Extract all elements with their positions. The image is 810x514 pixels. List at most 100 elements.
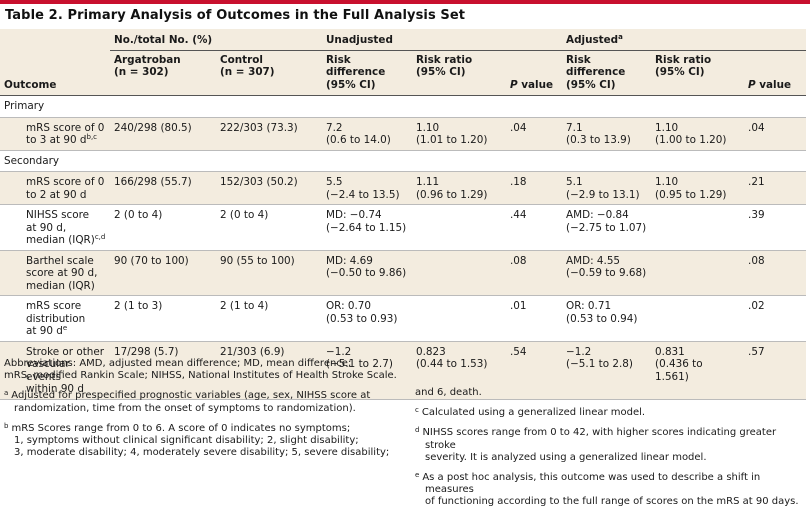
cell-unadj-p-value: .44 xyxy=(506,204,563,251)
footnote-abbreviations-line1: Abbreviations: AMD, adjusted mean differ… xyxy=(4,358,352,369)
header-row-columns: Outcome Argatroban (n = 302) Control (n = … xyxy=(0,50,807,96)
outcome-line: to 2 at 90 d xyxy=(26,188,87,201)
header-unadj-risk-ratio: Risk ratio (95% CI) xyxy=(412,50,506,96)
cell-argatroban: 240/298 (80.5) xyxy=(110,117,216,151)
outcomes-table: No./total No. (%) Unadjusted Adjusteda O… xyxy=(0,29,807,400)
header-adj-p-rest: value xyxy=(755,78,792,91)
unadj-rd-estimate: −1.2 xyxy=(326,345,352,358)
adj-rd-estimate: OR: 0.71 xyxy=(566,300,612,312)
section-label-primary: Primary xyxy=(0,95,807,118)
cell-adj-risk-ratio: 0.831 (0.436 to 1.561) xyxy=(651,341,745,400)
header-adj-risk-ratio: Risk ratio (95% CI) xyxy=(651,50,745,96)
adj-rd-estimate: 5.1 xyxy=(566,176,583,188)
unadj-rd-ci: (0.53 to 0.93) xyxy=(326,312,398,325)
adj-rd-ci: (0.3 to 13.9) xyxy=(566,134,631,146)
footnote-a-label: a xyxy=(4,389,9,398)
cell-adj-risk-ratio xyxy=(651,204,745,251)
header-unadj-risk-difference: Risk difference (95% CI) xyxy=(322,50,412,96)
cell-unadj-risk-ratio xyxy=(412,295,506,342)
outcome-line: Barthel scale xyxy=(26,254,94,267)
footnote-e-line2: of functioning according to the full ran… xyxy=(425,496,799,508)
footnote-b-line1: mRS Scores range from 0 to 6. A score of… xyxy=(11,422,351,434)
section-label-secondary: Secondary xyxy=(0,150,807,172)
cell-outcome: mRS score of 0 to 3 at 90 db,c xyxy=(0,117,110,151)
cell-control: 90 (55 to 100) xyxy=(216,250,322,296)
table-container: No./total No. (%) Unadjusted Adjusteda O… xyxy=(0,29,810,400)
header-unadj-rd-line2: (95% CI) xyxy=(326,78,376,91)
adj-rd-estimate: AMD: 4.55 xyxy=(566,254,621,267)
table-row: Stroke or other vascular events within 90 … xyxy=(0,341,807,400)
footnote-a: a Adjusted for prespecified prognostic va… xyxy=(4,387,399,414)
footnote-b: b mRS Scores range from 0 to 6. A score o… xyxy=(4,420,399,460)
outcome-line: NIHSS score xyxy=(26,209,90,221)
outcome-line: mRS score of 0 xyxy=(26,176,105,188)
outcome-line-text: at 90 d xyxy=(26,325,63,337)
unadj-rd-estimate: MD: −0.74 xyxy=(326,209,382,221)
unadj-rd-estimate: OR: 0.70 xyxy=(326,300,372,312)
outcome-line: within 90 d xyxy=(26,383,84,395)
cell-adj-p-value: .04 xyxy=(744,117,807,151)
cell-adj-p-value: .39 xyxy=(744,204,807,251)
cell-adj-risk-difference: AMD: −0.84 (−2.75 to 1.07) xyxy=(562,204,652,251)
cell-control: 21/303 (6.9) xyxy=(216,341,322,400)
cell-adj-risk-difference: 5.1 (−2.9 to 13.1) xyxy=(562,171,652,205)
cell-unadj-p-value: .18 xyxy=(506,171,563,205)
unadj-rd-estimate: 7.2 xyxy=(326,121,343,134)
cell-unadj-p-value: .08 xyxy=(506,250,563,296)
table-row: Barthel scale score at 90 d, median (IQR) 9… xyxy=(0,250,807,296)
cell-unadj-risk-ratio xyxy=(412,250,506,296)
adj-rr-estimate: 0.831 xyxy=(655,345,685,358)
outcome-line: mRS score of 0 xyxy=(26,121,105,134)
outcome-footnote-marker: b,c xyxy=(86,133,98,141)
footnote-d-line1: NIHSS scores range from 0 to 42, with hi… xyxy=(422,427,777,451)
cell-adj-risk-difference: AMD: 4.55 (−0.59 to 9.68) xyxy=(562,250,652,296)
unadj-rd-ci: (−2.64 to 1.15) xyxy=(326,221,407,234)
outcome-line: to 3 at 90 db,c xyxy=(26,134,106,147)
accent-bar xyxy=(0,0,810,4)
cell-argatroban: 2 (0 to 4) xyxy=(110,204,216,251)
cell-adj-p-value: .21 xyxy=(744,171,807,205)
unadj-rd-estimate: MD: 4.69 xyxy=(326,254,373,267)
outcome-line: vascular events xyxy=(26,358,70,383)
adj-rd-ci: (−2.75 to 1.07) xyxy=(566,221,647,234)
adj-rr-estimate: 1.10 xyxy=(655,176,679,188)
cell-unadj-risk-difference: −1.2 (−5.1 to 2.7) xyxy=(322,341,412,400)
header-group-unadjusted: Unadjusted xyxy=(322,29,563,51)
cell-control: 2 (1 to 4) xyxy=(216,295,322,342)
adj-rd-ci: (−5.1 to 2.8) xyxy=(566,358,633,370)
unadj-rd-ci: (−5.1 to 2.7) xyxy=(326,358,393,370)
header-group-adjusted-sup: a xyxy=(618,33,623,41)
footnote-b-continued: and 6, death. xyxy=(415,387,482,398)
header-argatroban-line2: (n = 302) xyxy=(114,66,169,78)
unadj-rr-ci: (1.01 to 1.20) xyxy=(416,134,488,146)
footnotes: Abbreviations: AMD, adjusted mean differ… xyxy=(0,358,810,507)
cell-unadj-risk-difference: OR: 0.70 (0.53 to 0.93) xyxy=(322,295,412,342)
header-adj-rr-line2: (95% CI) xyxy=(655,66,705,78)
cell-outcome: Barthel scale score at 90 d, median (IQR) xyxy=(0,250,110,296)
cell-control: 222/303 (73.3) xyxy=(216,117,322,151)
footnote-c: c Calculated using a generalized linear m… xyxy=(415,404,807,419)
table-row: mRS score distribution at 90 de 2 (1 to 3) 2… xyxy=(0,295,807,342)
header-outcome: Outcome xyxy=(0,50,110,96)
outcome-line: mRS score xyxy=(26,300,82,312)
cell-outcome: mRS score of 0 to 2 at 90 d xyxy=(0,171,110,205)
table-row: mRS score of 0 to 3 at 90 db,c 240/298 (80… xyxy=(0,117,807,151)
header-unadj-rr-line2: (95% CI) xyxy=(416,66,466,78)
table-body: Primary mRS score of 0 to 3 at 90 db,c 240… xyxy=(0,95,807,400)
adj-rr-ci-cont: 1.561) xyxy=(655,370,689,383)
footnote-e-label: e xyxy=(415,471,420,480)
outcome-line: at 90 d, xyxy=(26,221,67,234)
header-adj-rd-line2: (95% CI) xyxy=(566,78,616,91)
adj-rd-estimate: 7.1 xyxy=(566,121,583,134)
outcome-line: at 90 de xyxy=(26,325,106,338)
cell-adj-p-value: .08 xyxy=(744,250,807,296)
header-unadj-p-value: P value xyxy=(506,50,563,96)
cell-outcome: Stroke or other vascular events within 90 … xyxy=(0,341,110,400)
footnote-b-label: b xyxy=(4,421,9,430)
header-argatroban: Argatroban (n = 302) xyxy=(110,50,216,96)
adj-rd-ci: (−0.59 to 9.68) xyxy=(566,267,647,279)
cell-unadj-p-value: .04 xyxy=(506,117,563,151)
header-group-no-total: No./total No. (%) xyxy=(110,29,322,51)
header-control-line1: Control xyxy=(220,53,263,66)
cell-control: 152/303 (50.2) xyxy=(216,171,322,205)
